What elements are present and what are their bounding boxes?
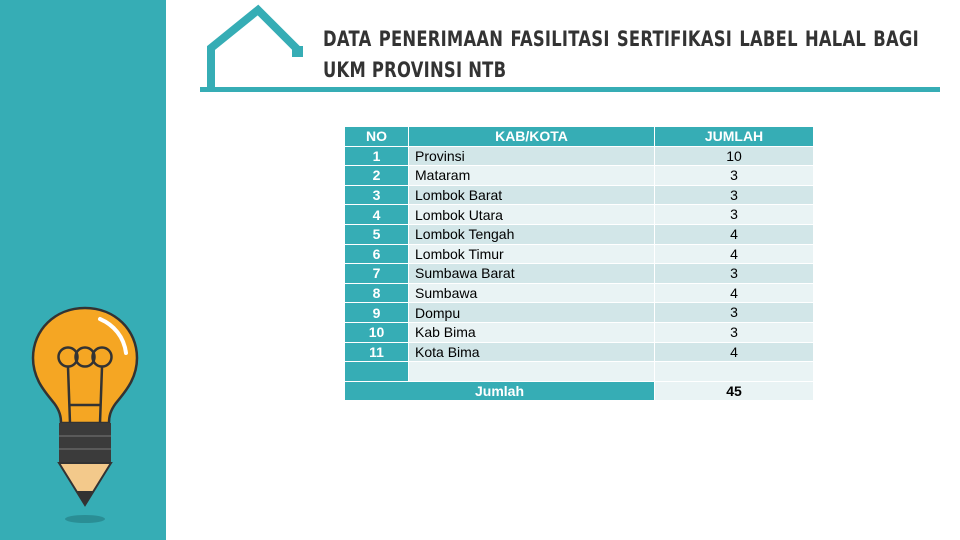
row-jumlah: 4 [654, 243, 814, 265]
row-jumlah: 3 [654, 204, 814, 225]
row-no: 3 [344, 184, 409, 206]
row-kab-kota: Lombok Timur [408, 243, 655, 265]
table-row: 5 Lombok Tengah 4 [344, 223, 814, 245]
lightbulb-pencil-icon [31, 306, 139, 523]
row-jumlah: 4 [654, 282, 814, 304]
row-kab-kota: Kota Bima [408, 341, 655, 363]
row-kab-kota: Mataram [408, 165, 655, 186]
row-kab-kota: Sumbawa [408, 282, 655, 304]
header-jumlah: JUMLAH [654, 126, 814, 147]
row-jumlah: 3 [654, 184, 814, 206]
total-value: 45 [654, 380, 814, 402]
row-no: 8 [344, 282, 409, 304]
title-underline [200, 87, 940, 92]
sidebar-panel [0, 0, 166, 540]
table-row: 10 Kab Bima 3 [344, 321, 814, 343]
row-no: 5 [344, 223, 409, 245]
row-kab-kota [408, 361, 655, 382]
table-row: 11 Kota Bima 4 [344, 341, 814, 363]
data-table: NO KAB/KOTA JUMLAH 1 Provinsi 10 2 Matar… [344, 126, 814, 402]
table-row: 9 Dompu 3 [344, 302, 814, 323]
table-row: 4 Lombok Utara 3 [344, 204, 814, 225]
table-total-row: Jumlah 45 [344, 380, 814, 402]
row-no: 4 [344, 204, 409, 225]
row-kab-kota: Lombok Barat [408, 184, 655, 206]
row-kab-kota: Provinsi [408, 145, 655, 167]
table-row: 1 Provinsi 10 [344, 145, 814, 167]
row-kab-kota: Dompu [408, 302, 655, 323]
table-row: 6 Lombok Timur 4 [344, 243, 814, 265]
row-no: 10 [344, 321, 409, 343]
house-outline-icon [200, 4, 303, 92]
row-jumlah: 3 [654, 165, 814, 186]
table-row: 7 Sumbawa Barat 3 [344, 263, 814, 284]
row-kab-kota: Kab Bima [408, 321, 655, 343]
slide-title: DATA PENERIMAAN FASILITASI SERTIFIKASI L… [323, 27, 919, 82]
row-jumlah: 4 [654, 341, 814, 363]
table-row: 2 Mataram 3 [344, 165, 814, 186]
row-no: 7 [344, 263, 409, 284]
row-no [344, 361, 409, 382]
row-kab-kota: Lombok Utara [408, 204, 655, 225]
row-jumlah: 10 [654, 145, 814, 167]
row-jumlah: 4 [654, 223, 814, 245]
row-no: 1 [344, 145, 409, 167]
row-jumlah [654, 361, 814, 382]
total-label: Jumlah [344, 380, 655, 402]
row-jumlah: 3 [654, 302, 814, 323]
row-jumlah: 3 [654, 263, 814, 284]
table-header-row: NO KAB/KOTA JUMLAH [344, 126, 814, 147]
row-kab-kota: Sumbawa Barat [408, 263, 655, 284]
header-no: NO [344, 126, 409, 147]
row-no: 9 [344, 302, 409, 323]
row-no: 2 [344, 165, 409, 186]
row-kab-kota: Lombok Tengah [408, 223, 655, 245]
table-row: 8 Sumbawa 4 [344, 282, 814, 304]
table-row: 3 Lombok Barat 3 [344, 184, 814, 206]
table-row-empty [344, 361, 814, 382]
header-kab-kota: KAB/KOTA [408, 126, 655, 147]
row-jumlah: 3 [654, 321, 814, 343]
row-no: 11 [344, 341, 409, 363]
row-no: 6 [344, 243, 409, 265]
